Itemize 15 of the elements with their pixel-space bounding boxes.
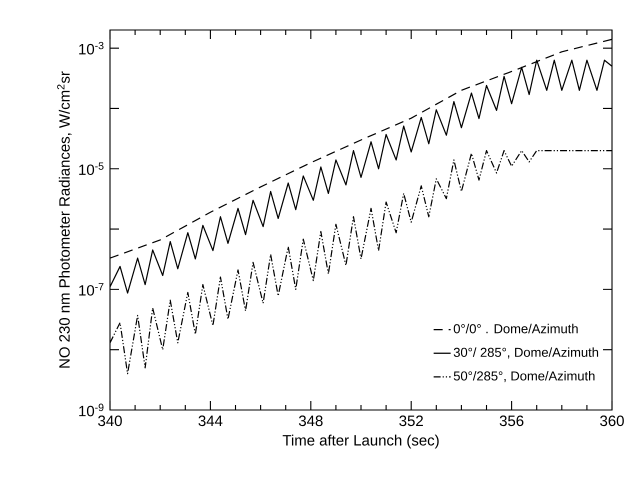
y-axis-title: NO 230 nm Photometer Radiances, W/cm$^{2}$sr xyxy=(57,71,72,368)
legend-label: 0°/0° . Dome/Azimuth xyxy=(454,324,578,334)
y-tick-label: 10$^{-7}$ xyxy=(79,283,104,296)
legend-label: 30°/ 285°, Dome/Azimuth xyxy=(454,347,598,358)
y-tick-label: 10$^{-3}$ xyxy=(79,42,104,54)
legend-label: 50°/285°, Dome/Azimuth xyxy=(454,371,594,382)
x-tick-label: 344 xyxy=(198,416,222,426)
x-axis-title: Time after Launch (sec) xyxy=(282,434,439,449)
x-tick-label: 360 xyxy=(600,416,624,426)
x-tick-label: 348 xyxy=(298,416,323,426)
x-tick-label: 356 xyxy=(500,416,524,426)
y-tick-label: 10$^{-9}$ xyxy=(79,404,104,416)
x-tick-label: 352 xyxy=(399,416,423,426)
x-tick-label: 340 xyxy=(98,416,122,426)
y-tick-label: 10$^{-5}$ xyxy=(79,162,104,176)
